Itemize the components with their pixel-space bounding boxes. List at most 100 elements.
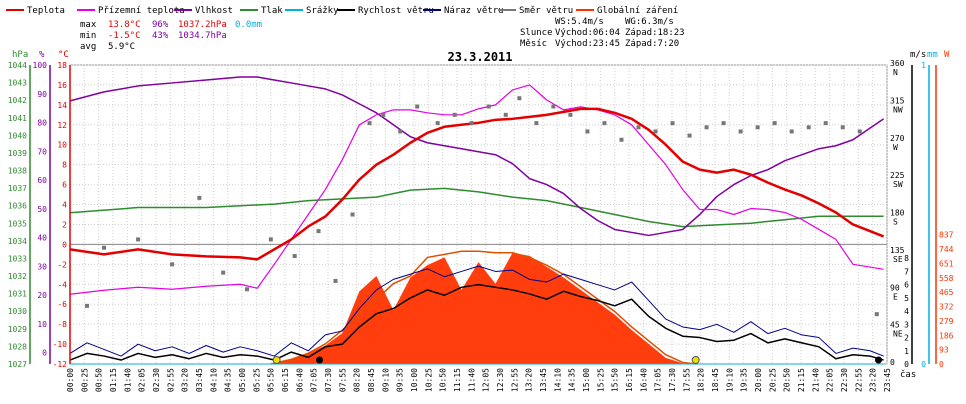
axis-title-hpa: hPa [12,50,28,60]
x-tick-label: 05:00 [238,368,247,392]
x-tick-label: 08:20 [353,368,362,392]
wind-dir-point [333,278,338,283]
x-tick-label: 14:10 [553,368,562,392]
wind-dir-point [874,312,879,317]
stat-avg-temp: 5.9°C [108,42,135,52]
x-tick-label: 11:15 [453,368,462,392]
wind-dir-point [102,245,107,250]
ms-axis-tick: 6 [904,281,909,290]
moon-label: Měsíc [520,39,547,49]
hpa-axis-tick: 1036 [8,202,27,211]
ground-temp-line [69,84,884,295]
wind-dir-point [738,129,743,134]
dir-axis-compass: W [893,143,898,152]
x-tick-label: 02:55 [166,368,175,392]
hpa-axis-tick: 1043 [8,79,27,88]
x-tick-label: 05:50 [267,368,276,392]
dir-axis-compass: NW [893,105,903,114]
wind-dir-point [551,104,556,109]
stat-min-label: min [80,31,96,41]
w-axis-tick: 186 [939,331,954,340]
x-tick-label: 04:35 [224,368,233,392]
deg-axis-tick: -12 [53,360,68,369]
stat-rain: 0.0mm [235,20,262,30]
wind-dir-point [636,125,641,130]
x-tick-label: 10:00 [410,368,419,392]
x-tick-label: 03:45 [195,368,204,392]
w-axis-tick: 0 [939,360,944,369]
wind-dir-point [221,270,226,275]
deg-axis-tick: 2 [62,220,67,229]
x-tick-label: 13:45 [539,368,548,392]
x-tick-label: 07:55 [338,368,347,392]
gust-line [69,265,884,357]
hpa-axis-tick: 1039 [8,149,27,158]
legend: Teplota Přízemní teplota Vlhkost Tlak Srážky… [6,6,678,16]
w-axis-tick: 558 [939,274,954,283]
moonrise-marker [874,356,882,364]
series-layer [69,76,885,365]
wind-dir-point [398,129,403,134]
x-tick-label: 13:20 [525,368,534,392]
dir-axis-tick: 315 [890,96,905,105]
wind-dir-point [687,133,692,138]
ms-axis-tick: 2 [904,334,909,343]
ms-axis-tick: 5 [904,294,909,303]
x-tick-label: 10:50 [439,368,448,392]
x-tick-label: 00:00 [66,368,75,392]
wind-dir-point [292,254,297,259]
x-tick-label: 15:00 [582,368,591,392]
ms-axis-tick: 3 [904,320,909,329]
w-axis-tick: 651 [939,259,954,268]
x-tick-label: 12:05 [482,368,491,392]
stat-max-temp: 13.8°C [108,20,141,30]
x-tick-label: 19:10 [725,368,734,392]
mm-axis-tick: 1 [921,61,926,70]
dir-axis-tick: 90 [890,283,900,292]
axis-title-mm: mm [927,50,938,60]
wind-dir-point [653,129,658,134]
dir-axis-tick: 135 [890,246,905,255]
radiation-actual-area [270,252,697,364]
wind-dir-point [350,212,355,217]
legend-label: Rychlost větru [358,6,434,16]
wind-dir-point [435,121,440,126]
legend-label: Směr větru [519,6,573,16]
dir-axis-tick: 180 [890,209,905,218]
stats-block: max 13.8°C 96% 1037.2hPa 0.0mm min -1.5°… [80,17,685,52]
sun-label: Slunce [520,28,553,38]
legend-label: Přízemní teplota [98,6,185,16]
pct-axis-tick: 20 [37,291,47,300]
hpa-axis-tick: 1029 [8,325,27,334]
wind-dir-point [367,121,372,126]
dir-axis-tick: 360 [890,59,905,68]
legend-label: Globální záření [597,6,678,16]
wind-dir-point [469,121,474,126]
wind-dir-point [415,104,420,109]
x-tick-label: 15:25 [596,368,605,392]
wind-wg: WG:6.3m/s [625,17,674,27]
pct-axis-tick: 100 [33,61,48,70]
hpa-axis-tick: 1037 [8,184,27,193]
sun-moon-markers [272,356,882,364]
wind-dir-point [772,121,777,126]
wind-dir-point [789,129,794,134]
wind-dir-point [503,112,508,117]
w-axis-tick: 744 [939,245,954,254]
x-tick-label: 23:45 [883,368,892,392]
wind-dir-point [517,96,522,101]
hpa-axis-tick: 1042 [8,96,27,105]
axis-title-time: čas [900,369,916,380]
legend-label: Teplota [27,6,65,16]
x-tick-label: 01:40 [123,368,132,392]
sunrise-marker [272,356,281,364]
x-tick-label: 14:35 [568,368,577,392]
wind-dir-point [316,229,321,234]
wind-line [69,283,884,361]
x-tick-label: 22:05 [826,368,835,392]
deg-axis-tick: -8 [57,320,67,329]
x-tick-label: 19:35 [740,368,749,392]
x-tick-label: 17:30 [668,368,677,392]
